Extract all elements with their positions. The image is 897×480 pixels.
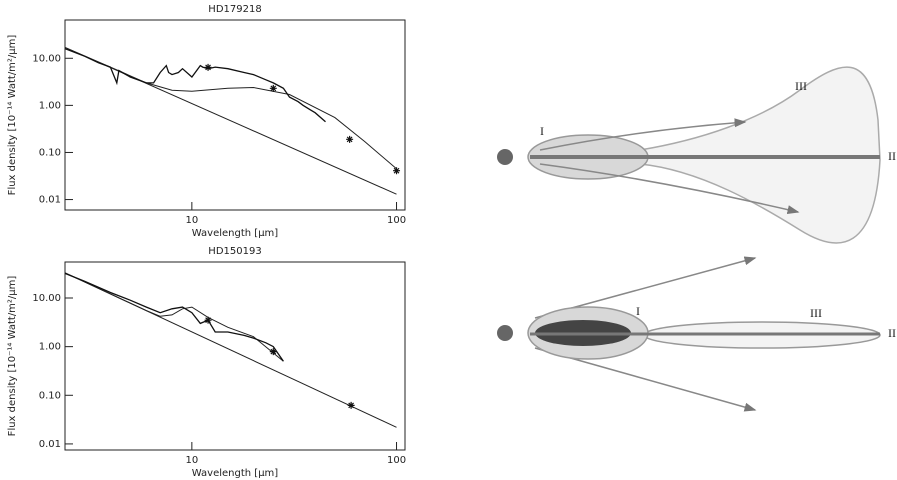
y-tick-label: 0.01: [39, 439, 61, 450]
region-label: I: [540, 124, 544, 138]
y-tick-label: 0.01: [39, 195, 61, 206]
model-line: [64, 46, 397, 170]
y-tick-label: 1.00: [39, 342, 61, 353]
diagram-top: I III II: [497, 66, 896, 244]
x-tick-label: 100: [387, 455, 406, 466]
photometry-point: [393, 167, 401, 175]
x-axis-label: Wavelength [µm]: [192, 228, 279, 239]
spectrum-line: [64, 272, 284, 362]
y-tick-label: 10.00: [32, 293, 61, 304]
chart-title: HD150193: [208, 246, 261, 257]
region-label: III: [795, 79, 807, 93]
ray: [539, 163, 800, 215]
region-label: I: [636, 304, 640, 318]
y-axis-label: Flux density [10⁻¹⁴ Watt/m²/µm]: [7, 35, 18, 196]
y-axis-label: Flux density [10⁻¹⁴ Watt/m²/µm]: [7, 276, 18, 437]
ray: [539, 118, 747, 151]
y-tick-label: 10.00: [32, 53, 61, 64]
photometry-point: [347, 401, 355, 409]
model-line: [64, 272, 284, 362]
photometry-point: [346, 135, 354, 143]
diagram-bottom: I III II: [497, 256, 896, 412]
y-tick-label: 1.00: [39, 100, 61, 111]
photometry-point: [204, 63, 212, 71]
photometry-point: [269, 348, 277, 356]
plot-frame: [64, 261, 406, 451]
chart-title: HD179218: [208, 4, 261, 15]
x-tick-label: 100: [387, 215, 406, 226]
y-tick-label: 0.10: [39, 390, 61, 401]
star: [497, 149, 513, 165]
spectrum-line: [64, 48, 326, 123]
x-tick-label: 10: [185, 455, 198, 466]
y-tick-label: 0.10: [39, 147, 61, 158]
plot-frame: [64, 19, 406, 211]
region-label: II: [888, 149, 896, 163]
photometry-point: [269, 84, 277, 92]
photometry-point: [204, 316, 212, 324]
star: [497, 325, 513, 341]
x-axis-label: Wavelength [µm]: [192, 468, 279, 479]
region-label: II: [888, 326, 896, 340]
region-label: III: [810, 306, 822, 320]
x-tick-label: 10: [185, 215, 198, 226]
